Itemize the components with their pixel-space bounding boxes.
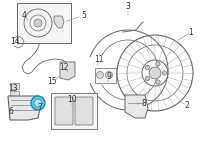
Ellipse shape (31, 96, 45, 110)
Text: 6: 6 (9, 106, 13, 116)
Circle shape (145, 76, 150, 81)
Text: 15: 15 (47, 76, 57, 86)
Circle shape (106, 71, 112, 78)
Circle shape (34, 19, 42, 27)
Text: 2: 2 (185, 101, 189, 110)
Polygon shape (125, 95, 148, 118)
Circle shape (96, 71, 104, 78)
Text: 10: 10 (67, 95, 77, 103)
Text: 14: 14 (10, 36, 20, 46)
Text: 13: 13 (8, 83, 18, 92)
Text: 1: 1 (189, 27, 193, 36)
FancyBboxPatch shape (10, 82, 18, 88)
Circle shape (156, 80, 160, 84)
FancyBboxPatch shape (10, 91, 18, 96)
Text: 4: 4 (22, 10, 26, 20)
Ellipse shape (34, 99, 42, 107)
Text: 8: 8 (142, 98, 146, 107)
Text: 12: 12 (59, 62, 69, 71)
Text: 7: 7 (38, 102, 42, 112)
FancyBboxPatch shape (17, 3, 71, 43)
Circle shape (156, 62, 160, 66)
FancyBboxPatch shape (95, 67, 116, 82)
Polygon shape (60, 62, 75, 80)
FancyBboxPatch shape (75, 97, 93, 125)
Text: 3: 3 (126, 1, 130, 10)
Circle shape (162, 71, 167, 75)
Polygon shape (54, 16, 64, 28)
Text: 5: 5 (82, 10, 86, 20)
Text: 11: 11 (94, 55, 104, 64)
FancyBboxPatch shape (51, 93, 97, 129)
Circle shape (149, 67, 161, 79)
FancyBboxPatch shape (55, 97, 73, 125)
Polygon shape (8, 96, 40, 120)
Text: 9: 9 (107, 71, 111, 81)
Circle shape (145, 65, 150, 70)
